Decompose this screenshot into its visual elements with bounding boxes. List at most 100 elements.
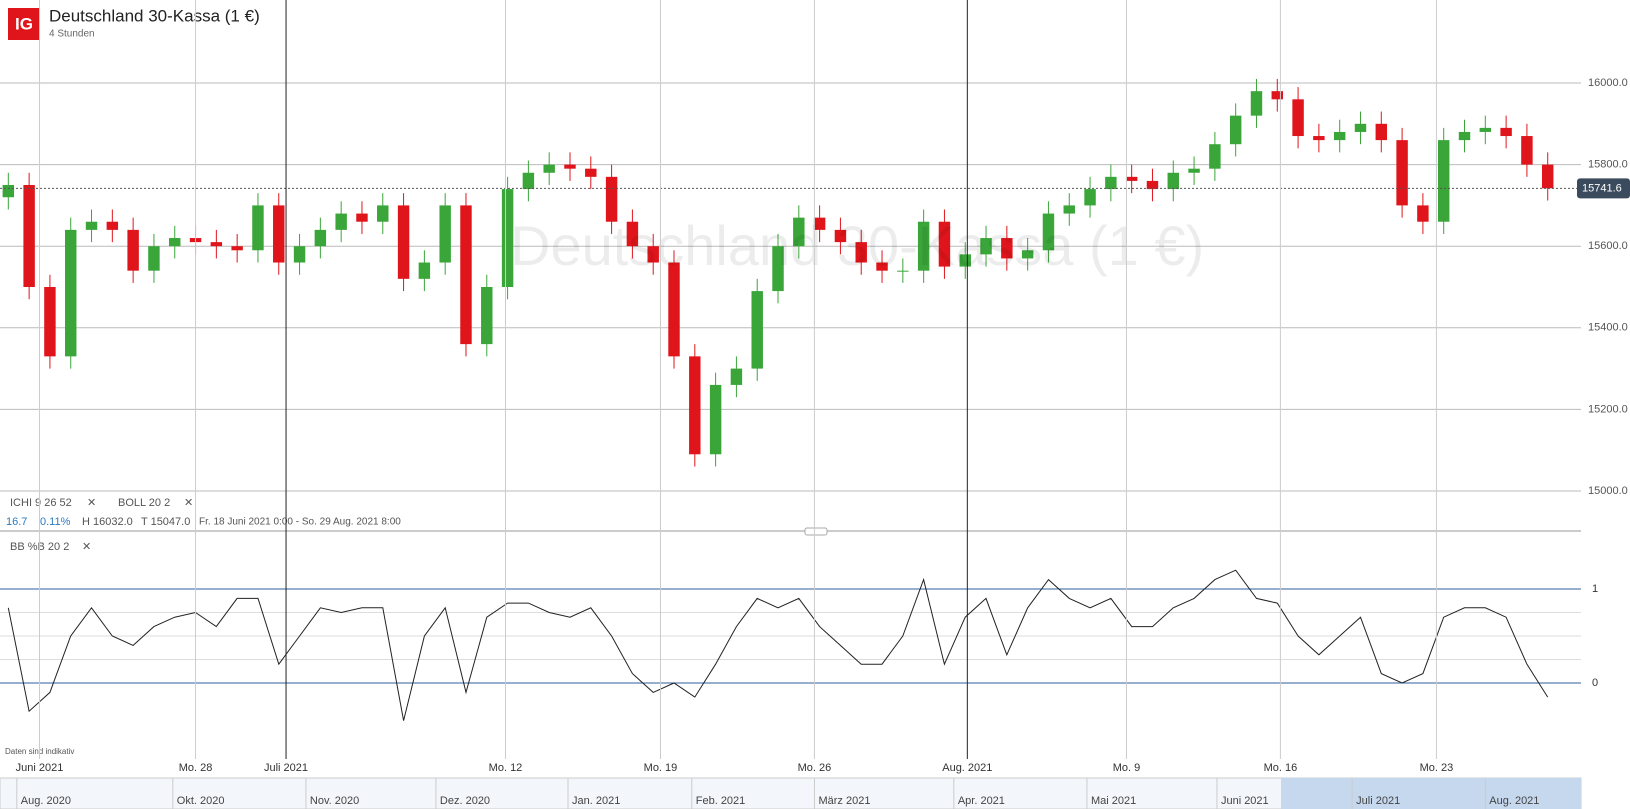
candle-body (481, 287, 493, 345)
interval: 4 Stunden (49, 29, 95, 40)
candle-body (1354, 123, 1367, 132)
x-tick-label: Juni 2021 (16, 762, 64, 774)
y-tick-label: 15000.0 (1588, 485, 1628, 497)
last-price-tag (1577, 178, 1630, 199)
close-icon[interactable]: ✕ (87, 497, 96, 509)
candle-body (44, 287, 56, 357)
candle-body (314, 229, 327, 247)
candle-body (1500, 127, 1512, 137)
candle-body (1375, 123, 1388, 141)
navigator-label: Juni 2021 (1221, 795, 1269, 807)
y-tick-label: 1 (1592, 583, 1598, 595)
candle-body (668, 262, 680, 357)
x-tick-label: Juli 2021 (264, 762, 308, 774)
candle-body (1417, 205, 1429, 222)
logo (8, 8, 40, 40)
x-tick-label: Mo. 12 (489, 762, 523, 774)
ichi-legend: ICHI 9 26 52 (10, 497, 72, 509)
chart-title: Deutschland 30-Kassa (1 €) (49, 6, 260, 25)
navigator-label: Dez. 2020 (440, 795, 490, 807)
navigator-label: März 2021 (818, 795, 870, 807)
candle-body (1125, 176, 1138, 181)
candle-body (1541, 164, 1554, 189)
candle-body (501, 189, 514, 287)
navigator-label: Jan. 2021 (572, 795, 620, 807)
candle-body (543, 164, 555, 173)
boll-legend: BOLL 20 2 (118, 497, 170, 509)
navigator-label: Feb. 2021 (696, 795, 746, 807)
y-tick-label: 15200.0 (1588, 403, 1628, 415)
candle-body (356, 213, 368, 222)
navigator[interactable]: Aug. 2020 Okt. 2020 Nov. 2020 Dez. 2020 Jan.… (0, 777, 1582, 809)
candle-body (1396, 140, 1408, 206)
candle-body (793, 217, 805, 247)
candle-body (460, 205, 472, 345)
candle-body (106, 221, 119, 230)
y-tick-label: 15600.0 (1588, 240, 1628, 252)
candle-body (65, 229, 77, 357)
x-tick-label: Mo. 23 (1420, 762, 1454, 774)
candle-body (689, 356, 701, 455)
candle-body (938, 221, 951, 267)
candle-body (1250, 91, 1263, 116)
candle-body (626, 221, 639, 247)
candle-body (1084, 189, 1096, 206)
candle-body (585, 168, 597, 177)
x-tick-label: Aug. 2021 (942, 762, 992, 774)
candle-body (564, 164, 576, 169)
high: H 16032.0 (82, 516, 133, 528)
candle-body (1021, 250, 1034, 259)
candle-body (1167, 172, 1179, 190)
candle-body (522, 172, 535, 190)
navigator-label: Juli 2021 (1356, 795, 1400, 807)
y-tick-label: 16000.0 (1588, 77, 1628, 89)
x-tick-label: Mo. 26 (798, 762, 832, 774)
candle-body (418, 262, 431, 279)
y-tick-label: 15400.0 (1588, 322, 1628, 334)
candle-body (169, 238, 181, 247)
candle-body (1001, 238, 1013, 259)
navigator-label: Nov. 2020 (310, 795, 359, 807)
candle-body (148, 246, 160, 271)
resize-handle[interactable] (804, 527, 828, 536)
candle-body (855, 242, 867, 263)
y-tick-label: 0 (1592, 677, 1598, 689)
candle-body (1271, 91, 1284, 100)
candle-body (730, 368, 743, 385)
candle-body (1146, 180, 1159, 190)
y-tick-label: 15800.0 (1588, 159, 1628, 171)
candle-body (917, 221, 930, 271)
x-tick-label: Mo. 16 (1264, 762, 1298, 774)
x-tick-label: Mo. 28 (179, 762, 213, 774)
close-icon[interactable]: ✕ (82, 541, 91, 553)
candle-body (439, 205, 451, 263)
range: Fr. 18 Juni 2021 0:00 - So. 29 Aug. 2021… (199, 517, 401, 528)
navigator-label: Apr. 2021 (958, 795, 1005, 807)
price-panel: 15000.0 15200.0 15400.0 15600.0 15800.0 16000… (0, 77, 1630, 497)
navigator-label: Okt. 2020 (177, 795, 225, 807)
candle-body (1333, 131, 1346, 141)
candle-body (210, 242, 223, 247)
candle-body (2, 185, 15, 198)
candle-body (273, 205, 285, 263)
logo-text: IG (15, 14, 33, 33)
x-tick-label: Mo. 19 (644, 762, 678, 774)
candle-body (834, 229, 847, 243)
candle-body (772, 246, 784, 292)
x-tick-label: Mo. 9 (1113, 762, 1141, 774)
candle-body (377, 205, 389, 222)
candle-body (1209, 144, 1221, 169)
navigator-label: Aug. 2021 (1489, 795, 1539, 807)
navigator-label: Mai 2021 (1091, 795, 1136, 807)
bb-percent-line (7, 569, 1549, 721)
navigator-selection (1281, 778, 1581, 809)
close-icon[interactable]: ✕ (184, 497, 193, 509)
last-price-label: 15741.6 (1582, 182, 1622, 194)
candle-body (897, 270, 909, 272)
navigator-label: Aug. 2020 (21, 795, 71, 807)
candle-body (959, 254, 971, 267)
candle-body (1042, 213, 1055, 251)
candle-body (231, 246, 243, 251)
